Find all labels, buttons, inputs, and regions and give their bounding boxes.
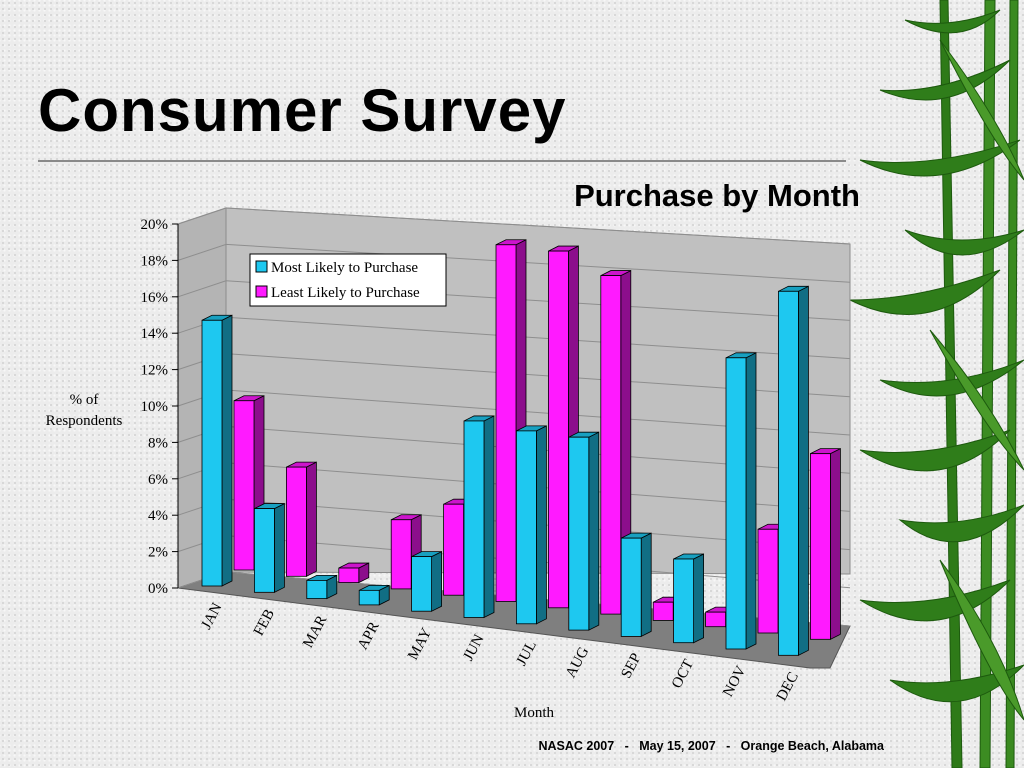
x-tick-label: MAR <box>300 613 330 651</box>
bar-front <box>495 244 517 602</box>
y-tick-label: 8% <box>148 435 168 451</box>
bar-front <box>443 503 465 596</box>
y-tick-label: 10% <box>141 399 169 415</box>
legend-swatch <box>255 260 268 273</box>
bar-side <box>640 532 652 638</box>
bar-side <box>221 314 233 587</box>
bar-front <box>548 250 569 609</box>
y-tick-label: 20% <box>141 217 169 233</box>
bar-most-oct <box>673 553 704 644</box>
gridline <box>177 243 851 283</box>
bar-most-mar <box>306 574 338 600</box>
bar-front <box>673 558 694 644</box>
bar-front <box>463 420 485 618</box>
bar-side <box>305 461 317 577</box>
y-tick-label: 2% <box>148 545 168 561</box>
chart-title: Purchase by Month <box>574 178 860 213</box>
bar-side <box>536 425 547 625</box>
x-tick-label: NOV <box>720 663 749 699</box>
bar-front <box>757 528 779 634</box>
x-tick-label: JUL <box>514 638 540 668</box>
bar-front <box>725 357 747 650</box>
bar-front <box>411 556 433 612</box>
chart-legend: Most Likely to Purchase Least Likely to P… <box>249 253 447 307</box>
x-tick-label: DEC <box>774 670 802 704</box>
bar-side <box>431 550 443 612</box>
bar-side <box>830 448 841 640</box>
bar-side <box>798 285 809 656</box>
bar-least-feb <box>285 461 317 577</box>
x-tick-label: SEP <box>618 651 644 681</box>
x-tick-label: JUN <box>460 632 487 664</box>
bar-front <box>778 290 799 656</box>
y-tick-label: 4% <box>148 508 168 524</box>
legend-label: Least Likely to Purchase <box>271 285 420 301</box>
x-tick-label: OCT <box>669 657 697 691</box>
bar-side <box>745 352 757 650</box>
bar-most-feb <box>253 502 285 593</box>
y-tick-label: 14% <box>141 326 169 342</box>
bar-front <box>705 611 726 628</box>
bar-most-jul <box>516 425 547 625</box>
x-tick-label: JAN <box>198 600 225 632</box>
gridline <box>177 280 851 321</box>
bar-front <box>285 466 307 577</box>
bar-most-apr <box>358 584 390 606</box>
x-tick-label: APR <box>355 619 383 652</box>
bar-front <box>338 567 360 583</box>
x-tick-label: AUG <box>563 644 592 680</box>
slide-title: Consumer Survey <box>38 77 567 144</box>
gridline <box>177 207 851 245</box>
bar-most-nov <box>725 352 757 650</box>
x-tick-label: MAY <box>405 625 435 662</box>
bar-most-dec <box>778 285 809 656</box>
bar-front <box>600 275 622 615</box>
bar-least-dec <box>810 448 841 640</box>
bar-front <box>201 319 223 587</box>
bar-most-sep <box>620 532 652 638</box>
y-tick-label: 6% <box>148 472 168 488</box>
bar-front <box>358 589 380 606</box>
legend-box <box>249 253 447 307</box>
y-tick-label: 12% <box>141 363 169 379</box>
legend-label: Most Likely to Purchase <box>271 260 418 276</box>
bar-front <box>568 436 590 631</box>
bar-front <box>620 537 642 637</box>
bar-least-aug <box>600 269 632 615</box>
bar-front <box>306 580 328 600</box>
x-axis-label: Month <box>514 705 555 721</box>
bar-front <box>390 519 412 590</box>
title-divider <box>38 160 846 162</box>
bar-side <box>588 431 600 631</box>
y-tick-label: 16% <box>141 290 169 306</box>
y-tick-label: 0% <box>148 581 168 597</box>
bar-side <box>483 415 495 619</box>
bar-front <box>810 453 831 640</box>
legend-swatch <box>255 285 268 298</box>
bar-front <box>516 430 537 625</box>
bar-most-aug <box>568 431 600 631</box>
bar-least-mar <box>338 562 370 584</box>
bar-front <box>652 601 674 621</box>
bar-side <box>273 502 285 593</box>
bar-front <box>253 508 275 593</box>
bar-front <box>233 400 255 571</box>
footer-text: NASAC 2007 - May 15, 2007 - Orange Beach… <box>538 739 884 753</box>
bar-most-may <box>411 550 443 612</box>
y-axis-label: % of Respondents <box>46 392 123 429</box>
bar-most-jan <box>201 314 233 587</box>
y-tick-label: 18% <box>141 253 169 269</box>
x-tick-label: FEB <box>251 607 278 639</box>
bar-most-jun <box>463 415 495 619</box>
bar-side <box>693 553 704 644</box>
